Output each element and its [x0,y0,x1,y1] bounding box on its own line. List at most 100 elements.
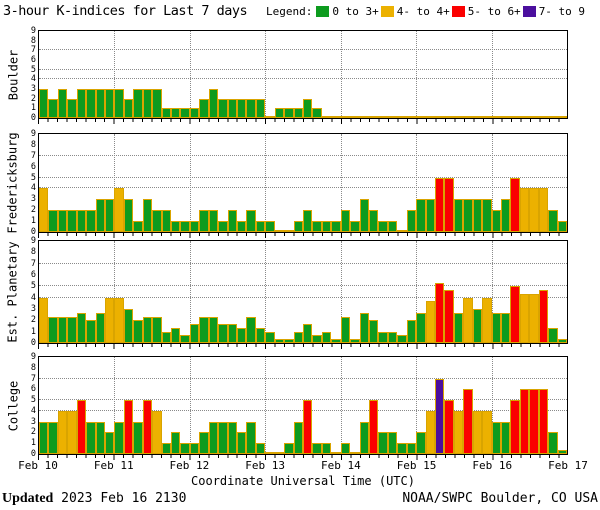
k-bar [123,98,134,118]
y-tick-label: 1 [30,326,36,337]
station-label-text: Boulder [6,49,21,100]
day-gridline [416,134,418,232]
threshold-gridline-7 [39,154,567,156]
k-bar [557,339,567,343]
k-bar [397,443,407,454]
y-tick-label: 5 [30,395,36,406]
k-bar [171,221,181,232]
y-tick-label: 7 [30,45,36,56]
k-bar [255,98,266,118]
k-bar [472,410,483,454]
y-tick-label: 2 [30,93,36,104]
k-bar [416,432,426,454]
y-tick-label: 9 [30,352,36,362]
k-bar [76,210,87,232]
k-bar [340,116,351,118]
k-bar [208,316,219,343]
k-bar [39,297,49,343]
k-bar [321,331,332,343]
k-bar [312,221,322,232]
y-tick-label: 6 [30,55,36,65]
k-bar [397,335,407,343]
k-bar [482,116,492,118]
x-axis-title: Coordinate Universal Time (UTC) [191,474,415,488]
k-bar [350,452,360,454]
k-bar [453,410,464,454]
k-bar [180,221,190,232]
k-bar [548,432,558,454]
k-bar [86,210,96,232]
k-bar [274,230,285,232]
k-bar [519,293,530,343]
y-tick-label: 6 [30,270,36,280]
k-bar [265,452,275,454]
y-tick-label: 6 [30,161,36,172]
k-bar [548,116,558,118]
k-bar [199,432,209,454]
x-tick-label: Feb 16 [472,459,513,472]
y-tick-label: 4 [30,74,36,85]
k-bar [321,443,332,454]
k-bar [67,210,77,232]
k-bar [218,324,228,343]
k-bar [369,400,379,454]
k-bar [416,312,426,343]
day-gridline [114,357,116,454]
k-bar [312,335,322,343]
k-bar [519,116,530,118]
k-bar [274,339,285,343]
k-bar [105,297,115,343]
k-bar [510,177,520,232]
k-bar [199,210,209,232]
k-bar [369,320,379,343]
k-bar [161,108,171,118]
k-bar [265,116,275,118]
x-tick-label: Feb 10 [18,459,58,472]
legend-item-green: 0 to 3+ [316,5,379,18]
purple-swatch-icon [522,6,536,17]
k-bar [237,327,247,343]
k-bar [387,221,398,232]
k-bar [491,116,501,118]
k-bar [359,421,369,454]
k-bar [39,89,49,118]
k-bar [152,210,162,232]
y-tick-label: 8 [30,35,36,46]
k-bar [529,116,539,118]
k-bar [48,210,58,232]
k-bar [387,331,398,343]
k-bar [152,316,162,343]
k-bar [189,221,200,232]
k-bar [67,410,77,454]
k-bar [284,230,294,232]
k-bar [76,400,87,454]
k-bar [387,116,398,118]
k-bar [378,432,388,454]
k-bar [246,316,256,343]
station-label: Fredericksburg [0,132,26,233]
k-bar [284,339,294,343]
k-bar [67,98,77,118]
k-bar [303,324,313,343]
k-bar [95,312,105,343]
x-tick-label: Feb 11 [93,459,134,472]
day-gridline [491,357,493,454]
k-bar [95,421,105,454]
k-bar [208,421,219,454]
k-bar [557,116,567,118]
k-bar [274,452,285,454]
day-ticks [38,233,568,238]
threshold-gridline-5 [39,68,567,70]
k-bar [340,210,351,232]
day-gridline [114,241,116,343]
k-bar [312,108,322,118]
panel-college [38,356,568,455]
k-bar [48,316,58,343]
y-tick-label: 3 [30,304,36,314]
k-bar [303,400,313,454]
k-bar [255,327,266,343]
k-bar [76,89,87,118]
k-bar [284,108,294,118]
k-bar [246,98,256,118]
k-bar [48,421,58,454]
